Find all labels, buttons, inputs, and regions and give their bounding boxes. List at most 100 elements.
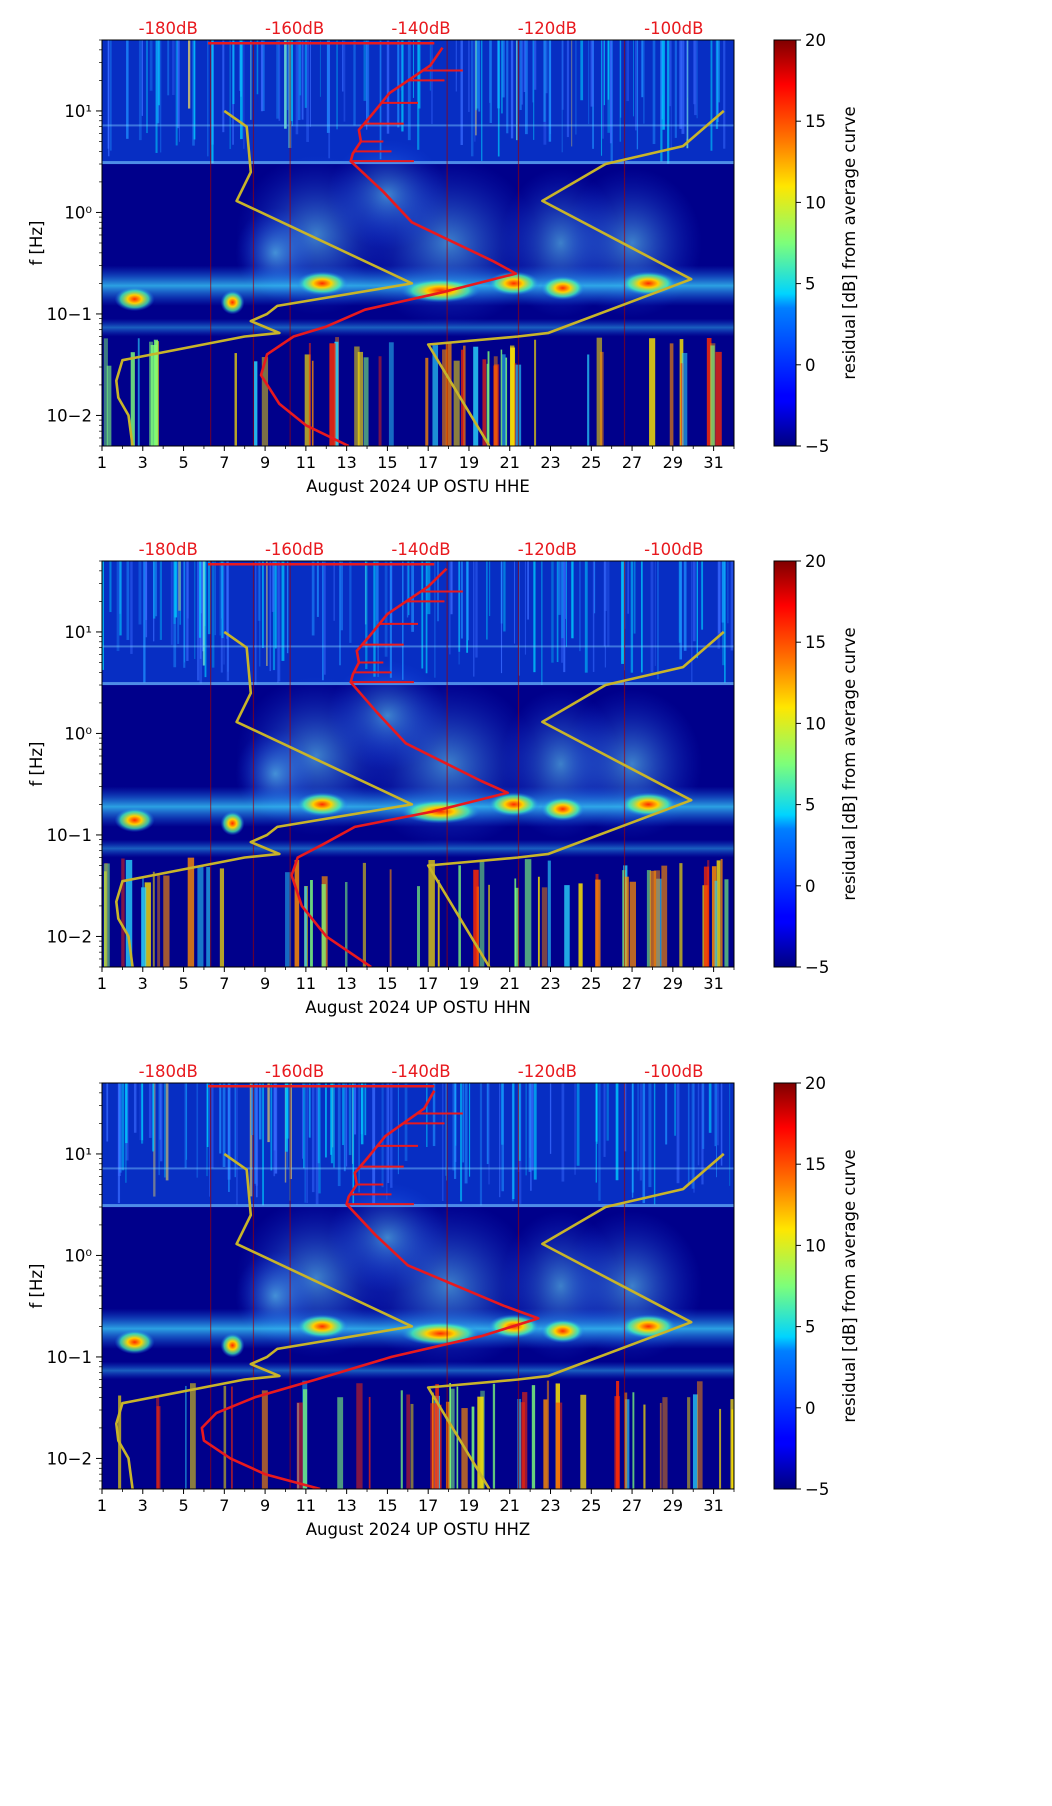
hf-streak: [148, 1083, 152, 1138]
y-tick-label: 10¹: [64, 623, 92, 642]
lf-burst: [261, 1390, 268, 1489]
hf-streak: [620, 40, 622, 118]
lf-burst: [285, 872, 292, 967]
colorbar-label: residual [dB] from average curve: [840, 106, 859, 379]
hf-streak: [304, 40, 308, 108]
colorbar-tick-label: 20: [805, 552, 826, 571]
hf-streak: [397, 40, 400, 128]
hf-streak: [318, 1083, 321, 1194]
x-tick-label: 3: [138, 453, 148, 472]
lf-burst: [449, 1388, 455, 1489]
lf-burst: [477, 1396, 484, 1489]
x-tick-label: 5: [178, 1496, 188, 1515]
hf-streak: [692, 40, 696, 105]
hf-streak: [669, 40, 671, 107]
lf-burst: [156, 1396, 160, 1489]
lf-burst: [357, 351, 364, 446]
x-tick-label: 17: [418, 974, 438, 993]
x-tick-label: 1: [97, 1496, 107, 1515]
hf-streak: [138, 561, 142, 625]
hf-streak: [633, 561, 636, 634]
hf-streak: [311, 561, 315, 636]
event-line: [289, 40, 291, 446]
hf-streak: [642, 1083, 646, 1204]
lf-burst: [261, 357, 269, 446]
lf-burst: [406, 1394, 411, 1489]
event-line: [517, 561, 520, 967]
hf-streak: [214, 561, 216, 636]
hf-streak: [333, 1083, 335, 1168]
lf-burst: [234, 353, 237, 446]
hf-streak: [475, 40, 479, 109]
lf-burst: [304, 886, 307, 967]
hf-streak: [332, 1083, 334, 1148]
hf-streak: [330, 1083, 334, 1164]
top-db-label: -140dB: [391, 1062, 450, 1081]
hf-streak: [379, 40, 382, 160]
x-tick-label: 11: [296, 1496, 316, 1515]
hf-streak: [511, 1083, 514, 1202]
hf-streak: [716, 1083, 717, 1178]
hf-streak: [109, 561, 112, 613]
hf-streak: [681, 40, 685, 134]
hf-streak: [500, 561, 503, 624]
hf-streak: [260, 40, 263, 112]
hf-streak: [637, 1083, 639, 1172]
hf-streak: [636, 40, 639, 150]
hf-streak: [474, 40, 476, 142]
hf-streak: [696, 561, 698, 659]
x-tick-label: 31: [703, 974, 723, 993]
x-tick-label: 29: [663, 453, 683, 472]
hf-streak: [172, 40, 175, 96]
hf-streak: [516, 40, 518, 141]
hf-streak: [336, 40, 338, 130]
hf-streak: [722, 561, 725, 666]
hf-streak: [187, 40, 191, 109]
top-db-label: -160dB: [265, 1062, 324, 1081]
hf-streak: [694, 40, 697, 116]
x-tick-label: 15: [377, 453, 397, 472]
hf-streak: [691, 561, 693, 683]
hf-streak: [724, 561, 726, 683]
hf-streak: [125, 1083, 127, 1183]
x-tick-label: 17: [418, 1496, 438, 1515]
heatmap-area: [102, 1083, 734, 1489]
event-line: [210, 561, 212, 967]
hf-streak: [197, 561, 200, 681]
hotspot: [296, 271, 349, 296]
hotspot: [620, 792, 677, 817]
event-line: [446, 1083, 448, 1489]
x-tick-label: 25: [581, 453, 601, 472]
hf-streak: [232, 40, 235, 105]
hf-streak: [662, 40, 665, 130]
hf-streak: [167, 40, 170, 96]
hf-streak: [153, 1083, 156, 1197]
hf-streak: [353, 1083, 357, 1135]
hf-streak: [277, 561, 279, 683]
hf-streak: [349, 561, 352, 643]
hf-streak: [159, 1083, 163, 1162]
hf-streak: [676, 1083, 680, 1184]
colorbar-tick-label: −5: [805, 1480, 829, 1499]
hf-streak: [501, 1083, 504, 1192]
lf-burst: [471, 1406, 475, 1489]
top-db-label: -100dB: [644, 1062, 703, 1081]
hf-streak: [138, 40, 142, 141]
lf-burst: [206, 867, 211, 967]
hf-streak: [116, 561, 120, 652]
y-tick-label: 10−2: [47, 406, 92, 425]
colorbar-label: residual [dB] from average curve: [840, 627, 859, 900]
hf-streak: [340, 561, 343, 631]
hf-streak: [358, 1083, 360, 1193]
hf-streak: [615, 1083, 619, 1181]
x-axis-label: August 2024 UP OSTU HHZ: [306, 1520, 530, 1539]
event-line: [252, 561, 255, 967]
hf-streak: [270, 1083, 273, 1171]
x-tick-label: 3: [138, 974, 148, 993]
y-tick-label: 10¹: [64, 102, 92, 121]
y-tick-label: 10−2: [47, 927, 92, 946]
hf-streak: [603, 1083, 606, 1157]
hf-streak: [571, 561, 574, 639]
hf-streak: [375, 561, 378, 621]
lf-burst: [679, 863, 683, 967]
